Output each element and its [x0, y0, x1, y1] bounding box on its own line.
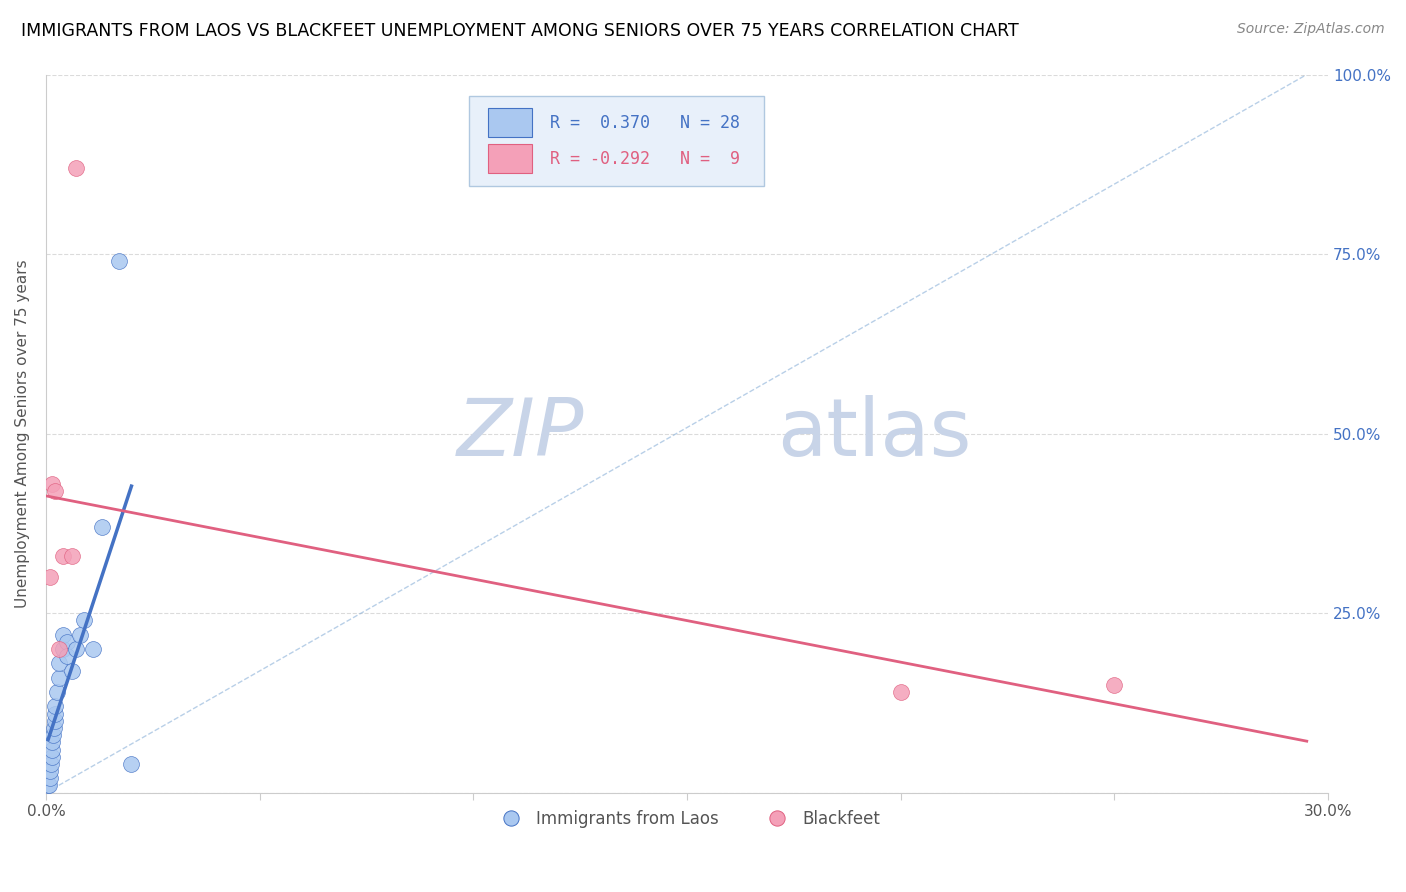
- Text: R = -0.292   N =  9: R = -0.292 N = 9: [550, 150, 740, 168]
- Point: [37, 779, 59, 793]
- Point: [65, 642, 87, 657]
- FancyBboxPatch shape: [470, 96, 763, 186]
- Point: [69, 628, 91, 642]
- Point: [41, 476, 63, 491]
- Point: [44, 714, 66, 728]
- Text: R =  0.370   N = 28: R = 0.370 N = 28: [550, 114, 740, 132]
- Point: [41, 749, 63, 764]
- Point: [52, 549, 75, 563]
- Point: [60, 549, 83, 563]
- Point: [56, 649, 79, 664]
- Point: [48, 657, 70, 671]
- Point: [39, 764, 62, 778]
- Point: [48, 671, 70, 685]
- Point: [39, 756, 62, 771]
- Point: [41, 735, 63, 749]
- Point: [44, 706, 66, 721]
- Point: [56, 635, 79, 649]
- Y-axis label: Unemployment Among Seniors over 75 years: Unemployment Among Seniors over 75 years: [15, 260, 30, 608]
- Point: [90, 520, 112, 534]
- Point: [42, 728, 65, 742]
- Point: [82, 642, 104, 657]
- Text: IMMIGRANTS FROM LAOS VS BLACKFEET UNEMPLOYMENT AMONG SENIORS OVER 75 YEARS CORRE: IMMIGRANTS FROM LAOS VS BLACKFEET UNEMPL…: [21, 22, 1019, 40]
- Point: [48, 642, 70, 657]
- Point: [38, 779, 60, 793]
- Point: [42, 721, 65, 735]
- Legend: Immigrants from Laos, Blackfeet: Immigrants from Laos, Blackfeet: [488, 804, 887, 835]
- Point: [890, 685, 912, 699]
- Point: [73, 613, 96, 627]
- Point: [39, 772, 62, 786]
- Point: [45, 685, 67, 699]
- Point: [39, 570, 62, 584]
- Text: ZIP: ZIP: [457, 394, 585, 473]
- Point: [41, 742, 63, 756]
- Point: [107, 254, 129, 268]
- Point: [120, 756, 142, 771]
- Point: [65, 161, 87, 175]
- Point: [60, 664, 83, 678]
- FancyBboxPatch shape: [488, 145, 531, 173]
- Point: [52, 628, 75, 642]
- Point: [44, 699, 66, 714]
- Point: [52, 642, 75, 657]
- Point: [44, 483, 66, 498]
- FancyBboxPatch shape: [488, 108, 531, 137]
- Text: atlas: atlas: [776, 394, 972, 473]
- Text: Source: ZipAtlas.com: Source: ZipAtlas.com: [1237, 22, 1385, 37]
- Point: [1104, 678, 1126, 692]
